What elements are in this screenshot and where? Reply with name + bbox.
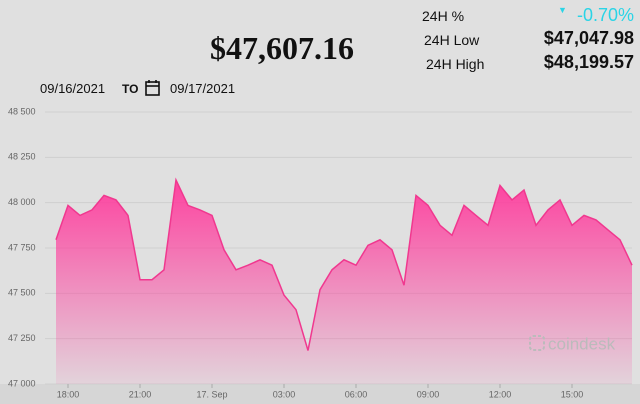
x-tick-label: 17. Sep (196, 389, 227, 399)
to-label: TO (122, 82, 139, 96)
x-tick-label: 12:00 (489, 389, 512, 399)
x-axis-band (0, 384, 640, 404)
y-tick-label: 47 500 (8, 288, 36, 298)
x-tick-label: 09:00 (417, 389, 440, 399)
down-arrow: ▼ (558, 5, 567, 15)
calendar-icon[interactable] (144, 79, 162, 97)
price: $47,607.16 (210, 30, 354, 66)
x-tick-label: 03:00 (273, 389, 296, 399)
y-tick-label: 48 250 (8, 152, 36, 162)
y-tick-label: 47 750 (8, 242, 36, 252)
high: $48,199.57 (543, 52, 634, 72)
watermark: coindesk (548, 334, 616, 353)
from-date[interactable]: 09/16/2021 (40, 81, 106, 96)
x-tick-label: 15:00 (561, 389, 584, 399)
area (56, 180, 632, 384)
y-tick-label: 48 500 (8, 106, 36, 116)
to-date[interactable]: 09/17/2021 (170, 81, 236, 96)
high-label: 24H High (426, 56, 485, 72)
low-label: 24H Low (424, 32, 480, 48)
x-tick-label: 06:00 (345, 389, 368, 399)
low: $47,047.98 (543, 28, 634, 48)
y-tick-label: 47 000 (8, 378, 36, 388)
watermark-icon (529, 335, 545, 351)
change: -0.70% (576, 5, 634, 25)
change-label: 24H % (422, 8, 465, 24)
x-tick-label: 18:00 (57, 389, 80, 399)
y-tick-label: 48 000 (8, 197, 36, 207)
x-tick-label: 21:00 (129, 389, 152, 399)
y-tick-label: 47 250 (8, 333, 36, 343)
line (55, 177, 633, 351)
